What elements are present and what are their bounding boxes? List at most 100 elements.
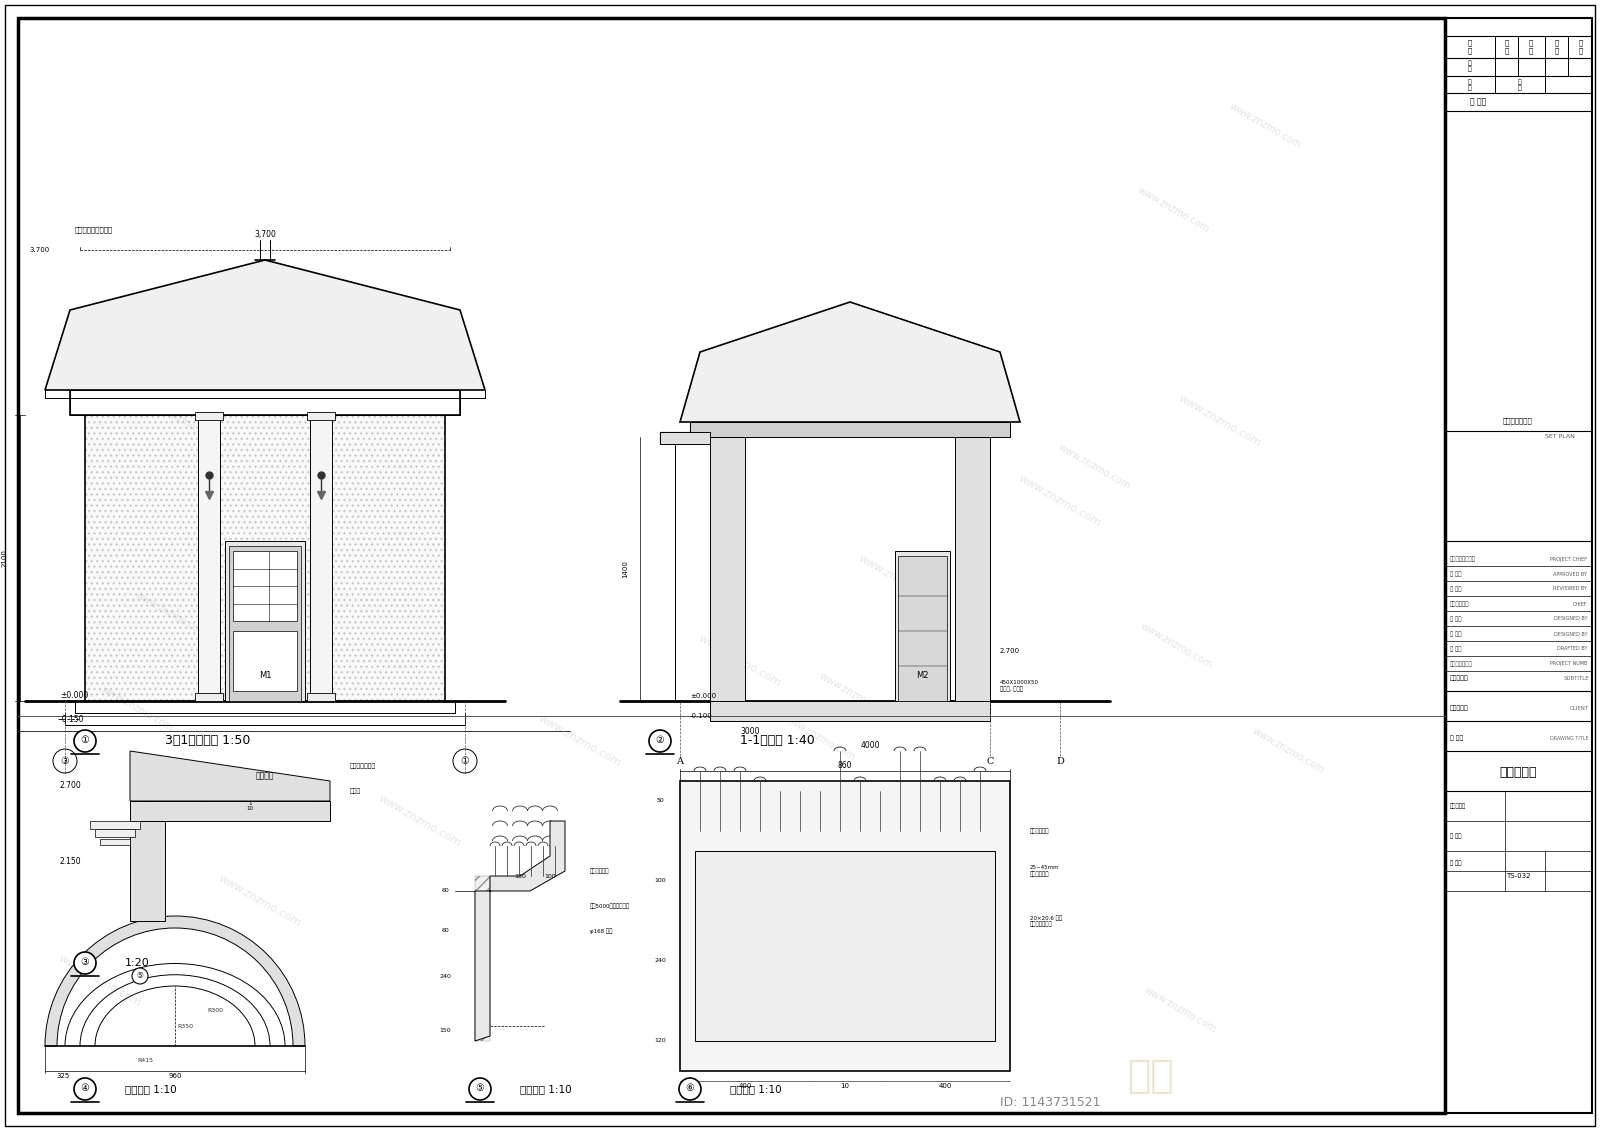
Bar — [195, 693, 222, 701]
Text: 屋顶天沟及相架构件: 屋顶天沟及相架构件 — [75, 226, 114, 233]
Text: www.znzmo.com: www.znzmo.com — [1227, 102, 1302, 150]
Text: 设计证书编号：: 设计证书编号： — [1450, 662, 1472, 667]
Text: 120: 120 — [654, 1038, 666, 1044]
Text: www.znzmo.com: www.znzmo.com — [538, 714, 622, 769]
Text: 聚氨脂防水涂料: 聚氨脂防水涂料 — [350, 763, 376, 769]
Text: DRAWING TITLE: DRAWING TITLE — [1550, 735, 1589, 741]
Text: 240: 240 — [654, 958, 666, 964]
Text: C: C — [986, 757, 994, 766]
Text: ④: ④ — [80, 1083, 90, 1093]
Text: 花钵详图 1:10: 花钵详图 1:10 — [125, 1083, 176, 1094]
Text: ①: ① — [461, 756, 469, 766]
Text: 400: 400 — [738, 1083, 752, 1089]
Text: 专
业: 专 业 — [1506, 40, 1509, 54]
Text: ③: ③ — [61, 756, 69, 766]
Text: 3.700: 3.700 — [30, 247, 50, 253]
Text: 2.700: 2.700 — [61, 782, 82, 791]
Circle shape — [74, 729, 96, 752]
Text: DESIGNED BY: DESIGNED BY — [1554, 616, 1587, 622]
Text: 400: 400 — [938, 1083, 952, 1089]
Polygon shape — [475, 821, 565, 1041]
Text: www.znzmo.com: www.znzmo.com — [378, 793, 462, 848]
Text: ±0.000: ±0.000 — [690, 693, 717, 699]
Text: 建
筑: 建 筑 — [1518, 79, 1522, 92]
Text: 审 核：: 审 核： — [1450, 586, 1461, 592]
Bar — [99, 839, 130, 845]
Bar — [229, 546, 301, 701]
Text: 备 注：: 备 注： — [1470, 97, 1486, 106]
Text: 花钵详图 1:10: 花钵详图 1:10 — [730, 1083, 782, 1094]
Bar — [195, 412, 222, 420]
Text: www.znzmo.com: www.znzmo.com — [1136, 185, 1211, 234]
Text: R415: R415 — [138, 1059, 154, 1063]
Bar — [198, 415, 221, 701]
Bar — [710, 701, 990, 720]
Text: ①: ① — [80, 735, 90, 745]
Text: ②: ② — [656, 735, 664, 745]
Bar — [955, 437, 990, 701]
Text: 1:20: 1:20 — [125, 958, 150, 968]
Text: 特色花盆底板: 特色花盆底板 — [590, 869, 610, 874]
Bar — [130, 801, 330, 821]
Circle shape — [131, 968, 147, 984]
Text: www.znzmo.com: www.znzmo.com — [58, 953, 142, 1009]
Text: www.znzmo.com: www.znzmo.com — [99, 684, 174, 734]
Text: 版
次: 版 次 — [1555, 40, 1558, 54]
Text: M1: M1 — [259, 672, 272, 681]
Text: 1
10: 1 10 — [246, 801, 253, 811]
Bar — [661, 432, 710, 444]
Text: DESIGNED BY: DESIGNED BY — [1554, 631, 1587, 637]
Bar — [130, 801, 330, 821]
Text: REVIEWED BY: REVIEWED BY — [1554, 587, 1587, 592]
Text: φ168 钢管: φ168 钢管 — [590, 929, 613, 934]
Bar — [898, 556, 947, 701]
Text: M2: M2 — [917, 672, 928, 681]
Text: ⑥: ⑥ — [686, 1083, 694, 1093]
Text: 比 例：: 比 例： — [1450, 834, 1461, 839]
Bar — [694, 851, 995, 1041]
Text: DRAFTED BY: DRAFTED BY — [1557, 647, 1587, 651]
Text: 初
设: 初 设 — [1469, 60, 1472, 72]
Text: www.znzmo.com: www.znzmo.com — [1142, 985, 1218, 1035]
Circle shape — [678, 1078, 701, 1100]
Text: 审 定：: 审 定： — [1450, 571, 1461, 577]
Text: PROJECT CHIEF: PROJECT CHIEF — [1550, 556, 1587, 561]
Text: 2100: 2100 — [2, 549, 8, 567]
Text: -0.150: -0.150 — [61, 715, 85, 724]
Text: R300: R300 — [206, 1009, 222, 1013]
Text: ⑤: ⑤ — [475, 1083, 485, 1093]
Text: PROJECT NUMB: PROJECT NUMB — [1550, 662, 1587, 666]
Text: 450X1000X50
镀锌铁, 石膏板: 450X1000X50 镀锌铁, 石膏板 — [1000, 680, 1038, 692]
Text: 100: 100 — [654, 879, 666, 883]
Text: 2.700: 2.700 — [1000, 648, 1021, 654]
Bar — [475, 877, 490, 1041]
Text: 施
工: 施 工 — [1469, 79, 1472, 92]
Circle shape — [74, 952, 96, 974]
Text: 素色5000漆底色花盆底: 素色5000漆底色花盆底 — [590, 904, 630, 909]
Bar — [226, 541, 306, 701]
Text: 240: 240 — [438, 974, 451, 978]
Bar — [130, 821, 165, 921]
Text: 制 图：: 制 图： — [1450, 631, 1461, 637]
Bar — [690, 422, 1010, 437]
Text: 325: 325 — [56, 1073, 70, 1079]
Text: www.znzmo.com: www.znzmo.com — [872, 786, 947, 836]
Circle shape — [650, 729, 670, 752]
Bar — [130, 821, 165, 921]
Text: 960: 960 — [168, 1073, 182, 1079]
Polygon shape — [130, 751, 330, 801]
Text: 150: 150 — [438, 1028, 451, 1034]
Text: 50: 50 — [656, 798, 664, 803]
Text: TS-032: TS-032 — [1506, 873, 1530, 879]
Bar — [310, 415, 333, 701]
Text: 860: 860 — [838, 761, 853, 770]
Wedge shape — [45, 916, 306, 1046]
Text: 330: 330 — [514, 873, 526, 879]
Bar — [307, 412, 334, 420]
Text: 图 名：: 图 名： — [1450, 735, 1464, 741]
Text: 4000: 4000 — [861, 742, 880, 751]
Text: 比
例: 比 例 — [1530, 40, 1533, 54]
Bar — [955, 437, 990, 701]
Bar — [1445, 18, 1592, 1113]
Text: 审图审查意见：: 审图审查意见： — [1502, 417, 1533, 424]
